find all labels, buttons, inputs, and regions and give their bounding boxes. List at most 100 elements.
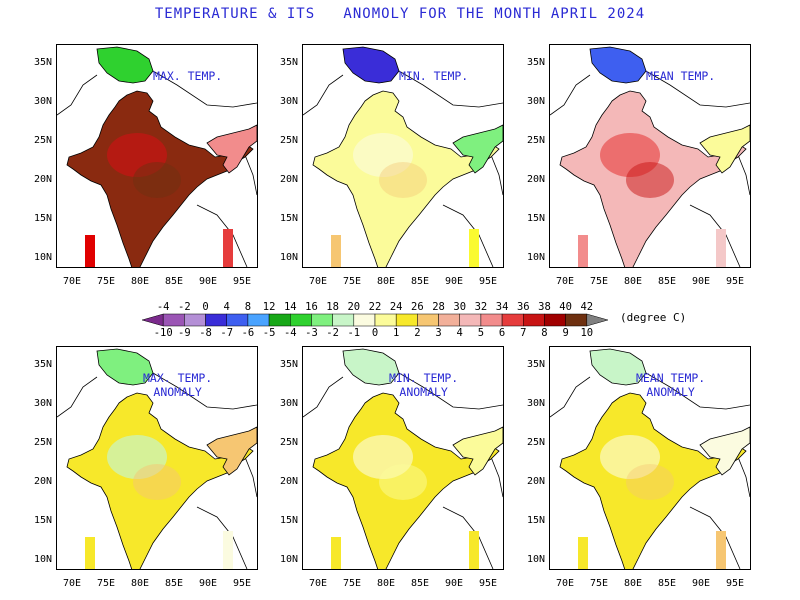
- panel-max-temp: MAX. TEMP.: [56, 44, 258, 268]
- colorbar-temp-label: 28: [432, 301, 445, 313]
- panel-label: MAX. TEMP. ANOMALY: [143, 371, 213, 399]
- lat-tick: 25N: [526, 437, 545, 448]
- colorbar-temp-label: 12: [262, 301, 276, 313]
- lat-tick: 25N: [33, 437, 52, 448]
- lon-tick: 70E: [62, 578, 82, 589]
- panel-label: MEAN TEMP.: [646, 69, 716, 83]
- colorbar-anomaly-label: 0: [371, 327, 379, 339]
- lon-tick: 75E: [96, 276, 116, 287]
- lat-tick: 30N: [33, 398, 52, 409]
- colorbar-temp-label: 40: [559, 301, 572, 313]
- lon-tick: 85E: [410, 276, 430, 287]
- lat-tick: 30N: [279, 96, 298, 107]
- lat-tick: 15N: [279, 515, 298, 526]
- colorbar-temp-label: 30: [453, 301, 467, 313]
- colorbar-anomaly-label: -1: [347, 327, 361, 339]
- colorbar-anomaly-label: 1: [393, 327, 400, 339]
- colorbar-segment: [417, 313, 439, 327]
- colorbar-temp-label: 22: [368, 301, 382, 313]
- panel-label: MIN. TEMP. ANOMALY: [389, 371, 459, 399]
- colorbar-segment: [374, 313, 397, 327]
- india-outline: [312, 90, 500, 267]
- panel-mean-temp: MEAN TEMP.: [549, 44, 751, 268]
- lon-tick: 70E: [308, 578, 328, 589]
- lon-tick: 90E: [444, 276, 464, 287]
- lat-tick: 15N: [33, 515, 52, 526]
- lat-tick: 30N: [526, 398, 545, 409]
- lon-tick: 90E: [198, 578, 218, 589]
- lat-tick: 20N: [526, 174, 545, 185]
- colorbar-anomaly-label: -5: [262, 327, 276, 339]
- panel-min-temp-anomaly: MIN. TEMP. ANOMALY: [302, 346, 504, 570]
- lon-tick: 70E: [308, 276, 328, 287]
- india-map: [303, 348, 503, 569]
- lon-tick: 80E: [623, 276, 643, 287]
- lon-tick: 95E: [232, 276, 252, 287]
- lat-tick: 10N: [33, 554, 52, 565]
- lat-tick: 35N: [279, 359, 298, 370]
- colorbar-temp-label: 4: [223, 301, 230, 313]
- colorbar-segment: [501, 313, 524, 327]
- colorbar-temp-label: 8: [244, 301, 252, 313]
- lat-tick: 25N: [279, 437, 298, 448]
- colorbar-segment: [395, 313, 418, 327]
- lon-tick: 95E: [232, 578, 252, 589]
- india-map: [550, 348, 750, 569]
- colorbar-anomaly-label: 2: [414, 327, 421, 339]
- lat-tick: 20N: [279, 174, 298, 185]
- india-map: [57, 348, 257, 569]
- colorbar-anomaly-label: 6: [498, 327, 506, 339]
- colorbar-anomaly-label: -6: [241, 327, 255, 339]
- colorbar-anomaly-label: -2: [326, 327, 339, 339]
- lat-tick: 20N: [33, 174, 52, 185]
- colorbar-anomaly-label: 10: [580, 327, 594, 339]
- lon-tick: 95E: [478, 578, 498, 589]
- colorbar-temp-label: -2: [178, 301, 191, 313]
- colorbar-temp-label: 0: [202, 301, 209, 313]
- colorbar-anomaly-label: 3: [435, 327, 442, 339]
- lon-tick: 80E: [376, 578, 396, 589]
- colorbar-segment: [438, 313, 460, 327]
- colorbar-temp-label: 38: [538, 301, 551, 313]
- lon-tick: 80E: [376, 276, 396, 287]
- lon-tick: 95E: [725, 578, 745, 589]
- colorbar-anomaly-label: -8: [199, 327, 212, 339]
- panel-min-temp: MIN. TEMP.: [302, 44, 504, 268]
- figure-title: TEMPERATURE & ITS ANOMOLY FOR THE MONTH …: [154, 6, 646, 22]
- lon-tick: 75E: [342, 578, 362, 589]
- lat-tick: 35N: [526, 359, 545, 370]
- lat-tick: 15N: [279, 213, 298, 224]
- colorbar-segment: [247, 313, 270, 327]
- colorbar-segment: [311, 313, 333, 327]
- colorbar-anomaly-label: -3: [305, 327, 318, 339]
- colorbar-segment: [141, 313, 164, 327]
- lon-tick: 90E: [691, 578, 711, 589]
- lat-tick: 15N: [526, 213, 545, 224]
- panel-label: MAX. TEMP.: [153, 69, 223, 83]
- colorbar-segment: [544, 313, 566, 327]
- panel-max-temp-anomaly: MAX. TEMP. ANOMALY: [56, 346, 258, 570]
- lat-tick: 20N: [526, 476, 545, 487]
- lat-tick: 35N: [279, 57, 298, 68]
- lat-tick: 10N: [526, 554, 545, 565]
- colorbar-segment: [353, 313, 376, 327]
- colorbar-anomaly-label: -10: [153, 327, 173, 339]
- colorbar-segment: [268, 313, 291, 327]
- colorbar-temp-label: 20: [347, 301, 361, 313]
- colorbar-anomaly-label: 4: [456, 327, 463, 339]
- lat-tick: 10N: [279, 554, 298, 565]
- india-map: [57, 46, 257, 267]
- colorbar-temp-label: 32: [474, 301, 488, 313]
- india-outline: [559, 392, 747, 569]
- colorbar-temp-label: 16: [305, 301, 318, 313]
- lon-tick: 80E: [130, 578, 150, 589]
- lat-tick: 25N: [526, 135, 545, 146]
- india-map: [303, 46, 503, 267]
- panel-label: MEAN TEMP. ANOMALY: [636, 371, 706, 399]
- colorbar-temp-label: 14: [283, 301, 297, 313]
- lon-tick: 90E: [444, 578, 464, 589]
- colorbar-segment: [565, 313, 588, 327]
- colorbar-segment: [226, 313, 249, 327]
- lon-tick: 85E: [410, 578, 430, 589]
- colorbar-segment: [162, 313, 185, 327]
